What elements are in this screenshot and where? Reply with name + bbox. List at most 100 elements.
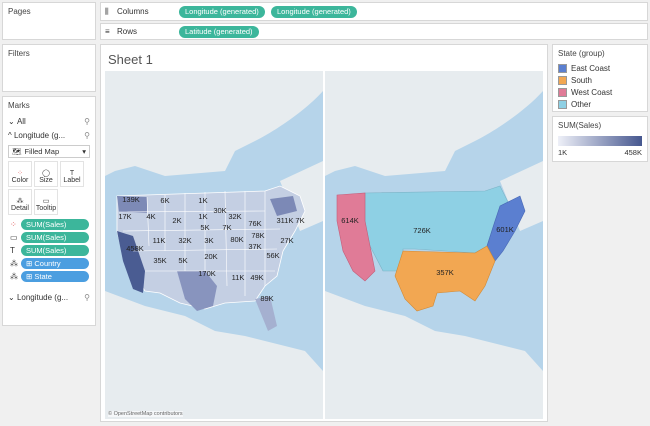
state-legend-title: State (group) xyxy=(558,49,605,58)
north-america-land xyxy=(325,71,543,176)
state-sales-label: 1K xyxy=(198,212,207,221)
land-south xyxy=(105,291,323,419)
tooltip-icon: ▭ xyxy=(42,198,50,205)
state-sales-label: 80K xyxy=(230,235,243,244)
washington-state xyxy=(117,196,147,213)
sales-gradient[interactable] xyxy=(558,136,642,146)
state-sales-label: 6K xyxy=(160,196,169,205)
state-sales-label: 32K xyxy=(178,236,191,245)
map-left-labels: 139K 6K 1K 17K 4K 30K 311K 2K 1K 32K 76K 7K 7K 5K 27K 1… xyxy=(118,195,304,303)
state-sales-label: 30K xyxy=(213,206,226,215)
legend-label: Other xyxy=(571,99,592,109)
rows-label: Rows xyxy=(117,27,138,36)
region-sales-label: 726K xyxy=(413,226,431,235)
south-region xyxy=(394,245,496,312)
columns-label: Columns xyxy=(117,7,149,16)
marks-all-row[interactable]: ⌄ All ⚲ xyxy=(3,114,95,128)
state-sales-label: 78K xyxy=(251,231,264,240)
columns-shelf[interactable]: ⫼ Columns Longitude (generated) Longitud… xyxy=(100,2,648,21)
chevron-down-icon: ⌄ xyxy=(8,116,17,126)
map-pin-icon: ⚲ xyxy=(84,116,90,126)
marks-title: Marks xyxy=(8,101,30,110)
detail-card[interactable]: ⁂ Detail xyxy=(8,189,32,215)
state-sales-label: 7K xyxy=(295,216,304,225)
columns-pill-longitude-2[interactable]: Longitude (generated) xyxy=(271,6,357,18)
land-canada-east xyxy=(280,161,323,231)
state-sales-label: 311K xyxy=(277,216,294,225)
columns-pill-longitude-1[interactable]: Longitude (generated) xyxy=(179,6,265,18)
rows-shelf[interactable]: ≡ Rows Latitude (generated) xyxy=(100,23,648,40)
state-legend-item[interactable]: East Coast xyxy=(553,62,647,74)
sheet-title: Sheet 1 xyxy=(108,52,153,67)
state-sales-label: 3K xyxy=(204,236,213,245)
state-legend-item[interactable]: West Coast xyxy=(553,86,647,98)
sales-range: 1K 458K xyxy=(553,148,647,157)
marks-longitude-row[interactable]: ^ Longitude (g... ⚲ xyxy=(3,128,95,142)
map-pin-icon: ⚲ xyxy=(84,130,90,140)
tooltip-card-label: Tooltip xyxy=(35,205,57,212)
state-legend-item[interactable]: Other xyxy=(553,98,647,110)
country-pill-label: Country xyxy=(34,259,61,268)
state-sales-label: 11K xyxy=(232,273,245,282)
california-state xyxy=(117,231,145,293)
region-sales-label: 614K xyxy=(341,216,359,225)
sum-sales-color-pill[interactable]: SUM(Sales) xyxy=(21,219,89,230)
map-right[interactable]: 614K 726K 601K 357K xyxy=(325,71,543,419)
map-left-svg: 139K 6K 1K 17K 4K 30K 311K 2K 1K 32K 76K 7K 7K 5K 27K 1… xyxy=(105,71,323,419)
state-sales-label: 20K xyxy=(204,252,217,261)
sales-min: 1K xyxy=(558,148,568,157)
state-sales-label: 32K xyxy=(228,212,241,221)
mark-type-label: Filled Map xyxy=(24,147,60,156)
state-sales-label: 139K xyxy=(122,195,140,204)
map-left[interactable]: 139K 6K 1K 17K 4K 30K 311K 2K 1K 32K 76K 7K 7K 5K 27K 1… xyxy=(105,71,323,419)
marks-panel: Marks ⌄ All ⚲ ^ Longitude (g... ⚲ 🗺 Filled … xyxy=(2,96,96,326)
state-sales-label: 5K xyxy=(178,256,187,265)
state-pill[interactable]: ⊞ State xyxy=(21,271,89,282)
legend-label: West Coast xyxy=(571,87,613,97)
sum-sales-label-pill[interactable]: SUM(Sales) xyxy=(21,245,89,256)
chevron-down-icon: ⌄ xyxy=(8,292,17,302)
legend-swatch xyxy=(558,87,567,97)
state-legend-items: East Coast South West Coast Other xyxy=(553,62,647,110)
region-sales-label: 357K xyxy=(436,268,454,277)
rows-pill-latitude[interactable]: Latitude (generated) xyxy=(179,26,259,38)
detail-icon: ⁂ xyxy=(16,198,24,205)
size-card[interactable]: ◯ Size xyxy=(34,161,58,187)
legend-swatch xyxy=(558,75,567,85)
state-sales-label: 56K xyxy=(266,251,279,260)
label-icon: T xyxy=(69,170,75,177)
state-legend-item[interactable]: South xyxy=(553,74,647,86)
pages-title: Pages xyxy=(8,7,31,16)
east-coast-region xyxy=(486,195,526,262)
dropdown-arrow-icon: ▾ xyxy=(82,147,86,156)
marks-fields: ⁘ SUM(Sales) ▭ SUM(Sales) T SUM(Sales) ⁂ ⊞ C… xyxy=(3,219,95,284)
pages-panel[interactable]: Pages xyxy=(2,2,96,40)
tooltip-card[interactable]: ▭ Tooltip xyxy=(34,189,58,215)
sum-sales-tooltip-pill[interactable]: SUM(Sales) xyxy=(21,232,89,243)
land-canada-east xyxy=(500,161,543,231)
map-attribution: © OpenStreetMap contributors xyxy=(108,411,183,417)
marks-longitude2-row[interactable]: ⌄ Longitude (g... ⚲ xyxy=(3,290,95,304)
detail-field-icon: ⁂ xyxy=(10,272,18,281)
state-sales-label: 2K xyxy=(172,216,181,225)
map-right-svg: 614K 726K 601K 357K xyxy=(325,71,543,419)
other-region xyxy=(364,185,511,272)
filled-map-icon: 🗺 xyxy=(12,147,22,156)
color-card-label: Color xyxy=(11,177,29,184)
state-sales-label: 17K xyxy=(118,212,131,221)
columns-icon: ⫼ xyxy=(105,7,109,16)
country-pill[interactable]: ⊞ Country xyxy=(21,258,89,269)
filters-panel[interactable]: Filters xyxy=(2,44,96,92)
mark-type-select[interactable]: 🗺 Filled Map ▾ xyxy=(8,145,90,158)
detail-field-icon: ⁂ xyxy=(10,259,18,268)
marks-longitude-label: Longitude (g... xyxy=(13,130,66,140)
color-field-icon: ⁘ xyxy=(10,220,17,229)
size-icon: ◯ xyxy=(42,170,50,177)
color-card[interactable]: ⁘ Color xyxy=(8,161,32,187)
label-card[interactable]: T Label xyxy=(60,161,84,187)
west-coast-region xyxy=(336,192,376,282)
texas-state xyxy=(177,271,217,311)
legend-label: East Coast xyxy=(571,63,611,73)
state-sales-label: 27K xyxy=(280,236,293,245)
state-sales-label: 4K xyxy=(146,212,155,221)
